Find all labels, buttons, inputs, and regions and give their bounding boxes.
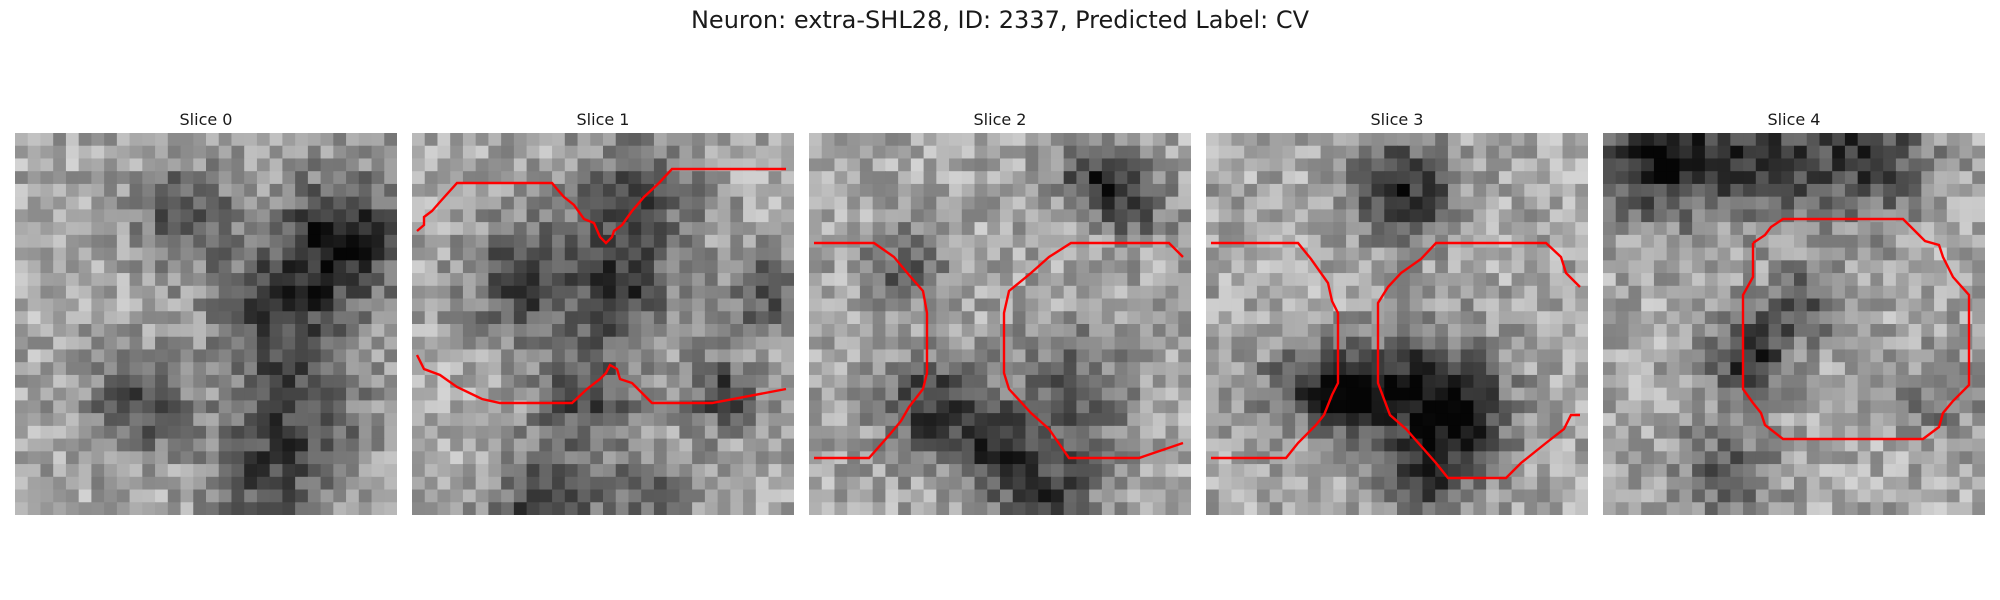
figure-title: Neuron: extra-SHL28, ID: 2337, Predicted… — [690, 6, 1310, 34]
contour-line — [416, 167, 786, 245]
contour-line — [1002, 241, 1184, 460]
slice-image-1 — [412, 133, 794, 515]
slice-title: Slice 1 — [576, 110, 630, 129]
slice-image-2 — [809, 133, 1191, 515]
slice-panel-1: Slice 1 — [412, 108, 794, 515]
contour-line — [415, 354, 787, 405]
slice-panel-3: Slice 3 — [1206, 108, 1588, 515]
slice-panel-2: Slice 2 — [809, 108, 1191, 515]
slice-image-0 — [15, 133, 397, 515]
slice-image-3 — [1206, 133, 1588, 515]
contour-line — [814, 241, 929, 460]
slice-title: Slice 0 — [179, 110, 233, 129]
slice-panel-4: Slice 4 — [1603, 108, 1985, 515]
slice-title: Slice 3 — [1370, 110, 1424, 129]
slice-title: Slice 2 — [973, 110, 1027, 129]
slice-image-4 — [1603, 133, 1985, 515]
contour-line — [1741, 217, 1971, 441]
slice-title: Slice 4 — [1767, 110, 1821, 129]
slice-panel-0: Slice 0 — [15, 108, 397, 515]
contour-line — [1376, 241, 1581, 480]
contour-line — [1211, 241, 1340, 460]
